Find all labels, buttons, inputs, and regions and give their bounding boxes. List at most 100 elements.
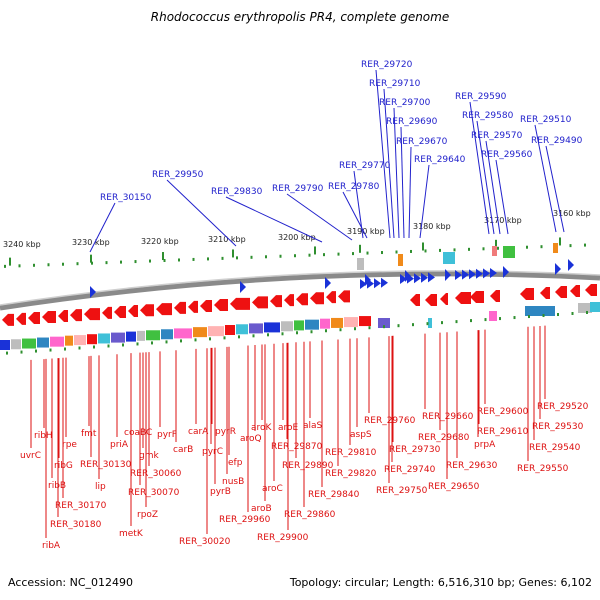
scale-tick <box>221 256 224 260</box>
gene-label-bottom: carB <box>173 445 193 455</box>
accession-text: Accession: NC_012490 <box>8 576 134 589</box>
gene-label-bottom: RER_29650 <box>428 482 480 492</box>
gene-label-bottom: ribH <box>34 431 53 441</box>
scale-tick <box>91 261 93 265</box>
gene-label-top: RER_29590 <box>455 92 507 102</box>
gene-label-bottom: RER_30170 <box>55 501 107 511</box>
gene-box <box>489 311 497 321</box>
scale-tick <box>35 349 37 353</box>
forward-gene-arrow <box>374 278 381 289</box>
scale-tick <box>468 247 470 251</box>
leader-line-top <box>286 193 353 241</box>
leader-line-top <box>495 159 509 235</box>
gene-label-top: RER_29770 <box>339 161 391 171</box>
scale-tick <box>18 264 21 268</box>
reverse-gene-arrow <box>440 293 448 305</box>
scale-tick <box>352 252 354 256</box>
reverse-gene-arrow <box>252 296 268 309</box>
gene-label-top: RER_29710 <box>369 79 421 89</box>
gene-box <box>320 318 330 329</box>
scale-tick <box>354 327 356 331</box>
scale-major-tick <box>9 257 11 266</box>
gene-box <box>578 303 592 313</box>
scale-tick <box>20 350 23 354</box>
reverse-gene-arrow <box>2 313 14 326</box>
gene-label-bottom: ribB <box>48 481 66 491</box>
gene-label-top: RER_29580 <box>462 111 514 121</box>
feature-box <box>398 254 403 266</box>
gene-label-bottom: RER_29660 <box>422 412 474 422</box>
gene-box <box>193 327 207 338</box>
gene-label-top: RER_29570 <box>471 131 523 141</box>
feature-box <box>553 243 558 253</box>
scale-tick <box>540 245 543 249</box>
reverse-gene-arrow <box>270 295 282 308</box>
gene-label-bottom: RER_29750 <box>376 486 428 496</box>
reverse-gene-arrow <box>28 312 40 325</box>
reverse-gene-arrow <box>156 303 172 316</box>
scale-tick <box>49 348 52 352</box>
gene-label-bottom: ribA <box>42 541 61 551</box>
gene-box <box>294 320 304 331</box>
gene-box <box>305 319 319 330</box>
scale-tick <box>497 246 499 250</box>
gene-box <box>98 333 110 344</box>
gene-box <box>161 329 173 340</box>
gene-label-bottom: alaS <box>303 421 323 431</box>
gene-box <box>65 335 73 346</box>
forward-gene-arrow <box>240 281 246 293</box>
scale-tick <box>267 333 269 337</box>
forward-gene-arrow <box>400 274 407 284</box>
gene-box <box>264 322 280 333</box>
gene-label-bottom: RER_29530 <box>532 422 584 432</box>
scale-tick <box>441 321 443 325</box>
scale-tick <box>584 243 586 247</box>
feature-box <box>443 252 455 264</box>
gene-label-bottom: RER_29630 <box>446 461 498 471</box>
leader-line-top <box>534 124 557 233</box>
gene-label-bottom: RER_29820 <box>325 469 377 479</box>
reverse-gene-arrow <box>310 292 324 305</box>
gene-label-bottom: RER_29760 <box>364 416 416 426</box>
scale-major-tick <box>162 252 164 261</box>
scale-major-tick <box>422 242 424 251</box>
gene-label-bottom: lip <box>95 482 106 492</box>
gene-label-top: RER_30150 <box>100 193 152 203</box>
forward-gene-arrow <box>90 286 96 298</box>
gene-box <box>428 318 432 328</box>
leader-line-top <box>419 164 430 239</box>
gene-box <box>37 337 49 348</box>
gene-label-bottom: coaBC <box>124 428 152 438</box>
reverse-gene-arrow <box>284 294 294 307</box>
scale-tick <box>281 332 284 336</box>
scale-tick <box>107 344 110 348</box>
scale-label: 3230 kbp <box>72 238 110 247</box>
scale-tick <box>439 248 441 252</box>
scale-tick <box>194 338 197 342</box>
gene-box <box>359 316 371 327</box>
reverse-gene-arrow <box>455 292 471 304</box>
scale-tick <box>279 254 282 258</box>
gene-box <box>111 332 125 343</box>
scale-tick <box>223 336 226 340</box>
forward-gene-arrow <box>476 268 483 279</box>
reverse-gene-arrow <box>230 297 250 310</box>
gene-label-bottom: prpA <box>474 440 496 450</box>
reverse-gene-arrow <box>16 312 26 325</box>
leader-line-top <box>469 101 490 235</box>
scale-label: 3220 kbp <box>141 237 179 246</box>
gene-label-bottom: priA <box>110 440 129 450</box>
feature-box <box>357 258 364 270</box>
leader-line-top <box>485 140 501 235</box>
gene-label-bottom: rpoZ <box>137 510 158 520</box>
forward-gene-arrow <box>503 266 509 278</box>
gene-label-top: RER_29700 <box>379 98 431 108</box>
scale-tick <box>383 325 385 329</box>
scale-label: 3200 kbp <box>278 233 316 242</box>
scale-label: 3170 kbp <box>484 216 522 225</box>
gene-label-top: RER_29720 <box>361 60 413 70</box>
reverse-gene-arrow <box>58 309 68 322</box>
reverse-gene-arrow <box>188 300 198 313</box>
leader-line-top <box>89 202 116 253</box>
gene-label-bottom: carA <box>188 427 209 437</box>
